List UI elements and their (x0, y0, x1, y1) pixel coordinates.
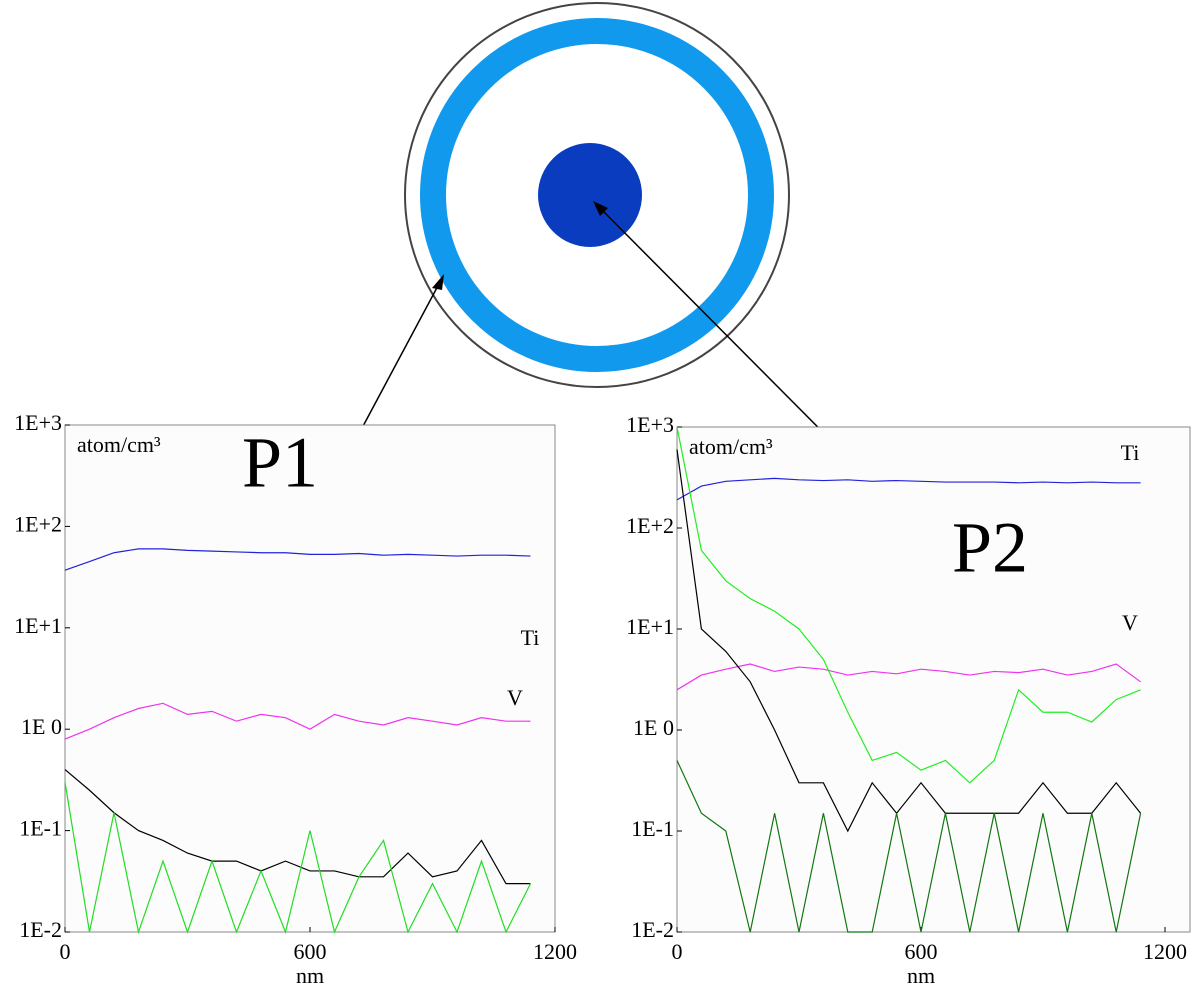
x-axis-label: nm (296, 963, 324, 988)
plot-frame (676, 426, 1191, 933)
series-label: Ti (521, 625, 540, 650)
x-tick-label: 0 (672, 939, 683, 964)
charts: 1E-2 1E-1 1E 0 1E+1 1E+2 1E+3 0 600 1200 nm atom/c… (14, 410, 1191, 988)
point-label: P2 (952, 508, 1028, 588)
arrowhead-p2 (593, 201, 608, 216)
x-axis-label: nm (907, 963, 935, 988)
y-tick-label: 1E-1 (631, 816, 674, 841)
y-tick-label: 1E-2 (631, 917, 674, 942)
center-spot (538, 143, 642, 247)
point-label: P1 (242, 423, 318, 503)
y-tick-label: 1E+2 (626, 513, 674, 538)
outer-ring (420, 18, 774, 372)
unit-label: atom/cm³ (689, 434, 773, 459)
y-tick-label: 1E+1 (626, 614, 674, 639)
series-line (676, 760, 1142, 933)
x-tick-label: 0 (60, 939, 71, 964)
y-tick-label: 1E-2 (19, 917, 62, 942)
series-line (676, 663, 1141, 691)
y-tick-label: 1E+3 (626, 412, 674, 437)
series-line (676, 477, 1141, 501)
y-tick-label: 1E-1 (19, 816, 62, 841)
arrowhead-p1 (432, 274, 444, 290)
y-tick-label: 1E 0 (633, 715, 674, 740)
series-line (676, 426, 1141, 784)
y-tick-label: 1E+1 (14, 613, 62, 638)
series-line (64, 702, 531, 740)
unit-label: atom/cm³ (77, 432, 161, 457)
y-tick-label: 1E+2 (14, 511, 62, 536)
y-tick-label: 1E 0 (21, 714, 62, 739)
y-tick-label: 1E+3 (14, 410, 62, 435)
x-tick-label: 600 (905, 939, 938, 964)
series-label: V (1122, 610, 1138, 635)
series-line (64, 769, 531, 885)
x-tick-label: 600 (294, 939, 327, 964)
series-line (676, 449, 1142, 833)
series-label: Ti (1121, 440, 1140, 465)
series-line (64, 782, 532, 935)
series-line (64, 548, 531, 571)
series-label: V (507, 685, 523, 710)
x-tick-label: 1200 (1143, 939, 1187, 964)
x-tick-label: 1200 (533, 939, 577, 964)
